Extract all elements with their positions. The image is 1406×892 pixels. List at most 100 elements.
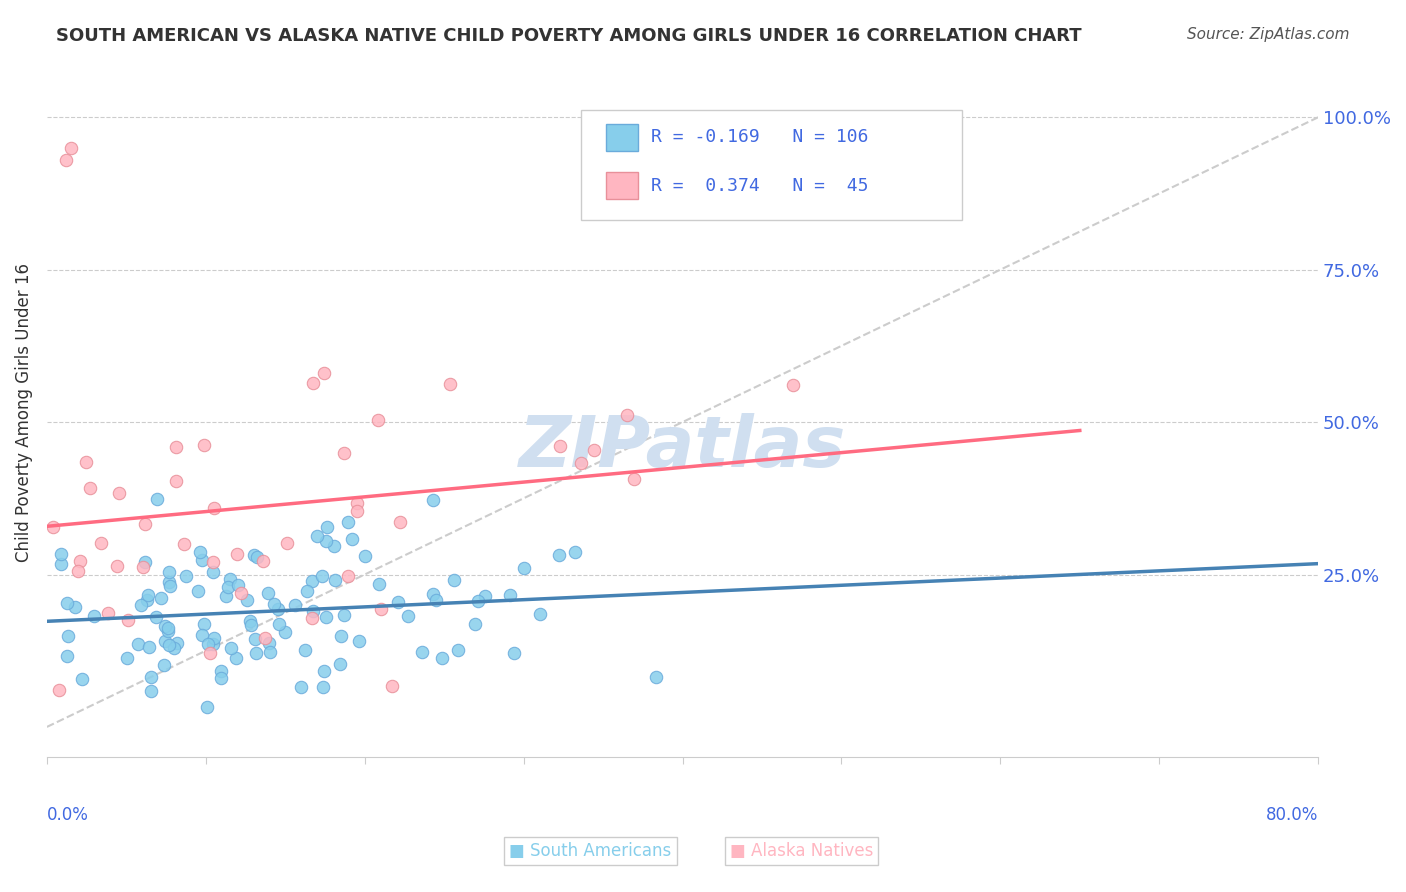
Point — [240, 618, 263, 632]
Point — [548, 439, 571, 453]
Point — [157, 621, 180, 635]
Point — [245, 549, 267, 564]
Point — [312, 664, 335, 678]
Point — [65, 599, 87, 614]
Point — [195, 700, 218, 714]
Point — [315, 534, 337, 549]
Point — [75, 455, 97, 469]
Point — [290, 680, 312, 694]
Text: SOUTH AMERICAN VS ALASKA NATIVE CHILD POVERTY AMONG GIRLS UNDER 16 CORRELATION C: SOUTH AMERICAN VS ALASKA NATIVE CHILD PO… — [56, 27, 1081, 45]
Point — [201, 555, 224, 569]
Point — [513, 561, 536, 575]
Point — [273, 625, 295, 640]
Point — [582, 443, 605, 458]
Point — [346, 504, 368, 518]
Point — [229, 585, 252, 599]
Point — [187, 584, 209, 599]
Point — [55, 648, 77, 663]
Point — [115, 651, 138, 665]
Point — [51, 547, 73, 561]
Point — [259, 644, 281, 658]
Point — [623, 472, 645, 486]
Point — [323, 573, 346, 587]
Point — [136, 588, 159, 602]
Point — [315, 610, 337, 624]
Point — [569, 456, 592, 470]
Point — [422, 587, 444, 601]
Point — [41, 520, 63, 534]
Point — [198, 646, 221, 660]
Point — [312, 366, 335, 380]
Point — [131, 598, 153, 612]
Point — [439, 377, 461, 392]
Point — [616, 409, 638, 423]
Point — [236, 593, 259, 607]
Point — [145, 492, 167, 507]
Point — [139, 670, 162, 684]
Point — [353, 549, 375, 564]
Point — [548, 548, 571, 562]
Point — [173, 537, 195, 551]
FancyBboxPatch shape — [581, 110, 962, 220]
Point — [284, 598, 307, 612]
Point — [297, 584, 319, 599]
Point — [322, 539, 344, 553]
Point — [474, 589, 496, 603]
Point — [387, 595, 409, 609]
Point — [782, 378, 804, 392]
Point — [411, 645, 433, 659]
Point — [131, 560, 153, 574]
Point — [209, 664, 232, 678]
Point — [333, 446, 356, 460]
Point — [301, 611, 323, 625]
Point — [155, 619, 177, 633]
Point — [165, 440, 187, 454]
Point — [153, 658, 176, 673]
Point — [49, 558, 72, 572]
Point — [59, 141, 82, 155]
Point — [219, 572, 242, 586]
Point — [90, 536, 112, 550]
Point — [259, 636, 281, 650]
Point — [188, 545, 211, 559]
Point — [202, 637, 225, 651]
Point — [127, 637, 149, 651]
Point — [149, 591, 172, 605]
Point — [340, 532, 363, 546]
Text: R = -0.169   N = 106: R = -0.169 N = 106 — [651, 128, 869, 146]
Point — [108, 486, 131, 500]
Point — [336, 569, 359, 583]
Point — [332, 607, 354, 622]
Bar — [606, 124, 638, 151]
Point — [157, 624, 180, 639]
Text: Source: ZipAtlas.com: Source: ZipAtlas.com — [1187, 27, 1350, 42]
Point — [174, 569, 197, 583]
Point — [217, 580, 239, 594]
Point — [193, 617, 215, 632]
Text: 0.0%: 0.0% — [46, 805, 89, 823]
Point — [239, 614, 262, 628]
Point — [153, 634, 176, 648]
Point — [276, 536, 298, 550]
Point — [564, 544, 586, 558]
Point — [302, 604, 325, 618]
Point — [529, 607, 551, 621]
Point — [202, 632, 225, 646]
Point — [257, 586, 280, 600]
Point — [243, 632, 266, 647]
Point — [467, 594, 489, 608]
Text: ■ Alaska Natives: ■ Alaska Natives — [730, 842, 873, 860]
Point — [329, 629, 352, 643]
Point — [145, 609, 167, 624]
Point — [79, 482, 101, 496]
Point — [370, 602, 392, 616]
Text: 80.0%: 80.0% — [1265, 805, 1319, 823]
Point — [191, 552, 214, 566]
Point — [165, 474, 187, 488]
Point — [243, 548, 266, 562]
Point — [159, 579, 181, 593]
Point — [66, 564, 89, 578]
Point — [55, 153, 77, 167]
Point — [644, 670, 666, 684]
Point — [56, 630, 79, 644]
